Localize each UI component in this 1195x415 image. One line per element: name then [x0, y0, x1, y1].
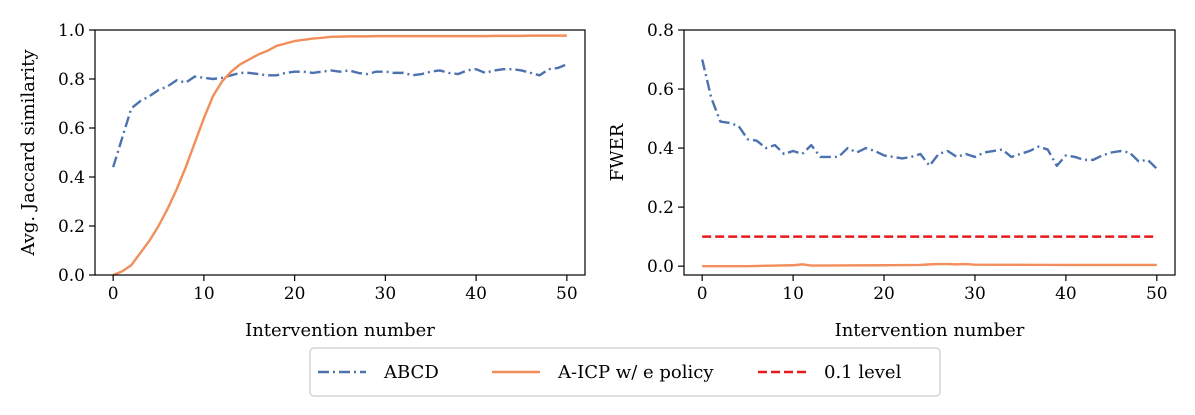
y-tick-label: 0.8 — [647, 21, 674, 41]
x-tick-label: 40 — [465, 284, 487, 304]
x-tick-label: 50 — [556, 284, 578, 304]
x-tick-label: 50 — [1146, 284, 1168, 304]
x-axis-label: Intervention number — [835, 320, 1025, 341]
series-line-abcd — [112, 63, 568, 168]
x-tick-label: 20 — [284, 284, 306, 304]
x-tick-label: 0 — [697, 284, 708, 304]
plot-frame — [683, 29, 1176, 276]
y-axis-label: Avg. Jaccard similarity — [18, 49, 39, 257]
x-tick-label: 20 — [873, 284, 895, 304]
x-tick-label: 40 — [1055, 284, 1077, 304]
y-tick-label: 0.2 — [647, 198, 674, 218]
legend-label-1: ABCD — [383, 362, 439, 383]
plot-frame — [94, 29, 586, 276]
legend-label-2: A-ICP w/ e policy — [557, 362, 714, 383]
chart-panel-1: 0 10 20 30 40 50 0.0 0.2 0.4 0.6 0.8 1.0 Interventio… — [18, 21, 586, 341]
x-tick-label: 30 — [964, 284, 986, 304]
y-tick-label: 0.6 — [647, 80, 674, 100]
y-axis-label: FWER — [607, 123, 628, 181]
y-tick-label: 0.0 — [58, 266, 85, 286]
series-line-a-icp-w-e-policy — [112, 34, 567, 277]
x-tick-label: 0 — [108, 284, 119, 304]
chart-panel-2: 0 10 20 30 40 50 0.0 0.2 0.4 0.6 0.8 Intervention n… — [607, 21, 1176, 341]
y-tick-label: 0.6 — [58, 119, 85, 139]
y-tick-label: 0.4 — [58, 168, 85, 188]
y-tick-label: 0.0 — [647, 257, 674, 277]
y-tick-label: 0.4 — [647, 139, 674, 159]
legend-label-3: 0.1 level — [824, 362, 902, 383]
y-tick-label: 0.2 — [58, 217, 85, 237]
x-axis-label: Intervention number — [245, 320, 435, 341]
series-line-a-icp-w-e-policy — [702, 262, 1157, 268]
x-tick-label: 10 — [193, 284, 215, 304]
y-tick-label: 0.8 — [58, 70, 85, 90]
legend-box — [309, 347, 941, 397]
legend: ABCD A-ICP w/ e policy 0.1 level — [309, 347, 941, 397]
x-tick-label: 10 — [782, 284, 804, 304]
series-line-abcd — [701, 59, 1158, 170]
x-tick-label: 30 — [375, 284, 397, 304]
y-tick-label: 1.0 — [58, 21, 85, 41]
